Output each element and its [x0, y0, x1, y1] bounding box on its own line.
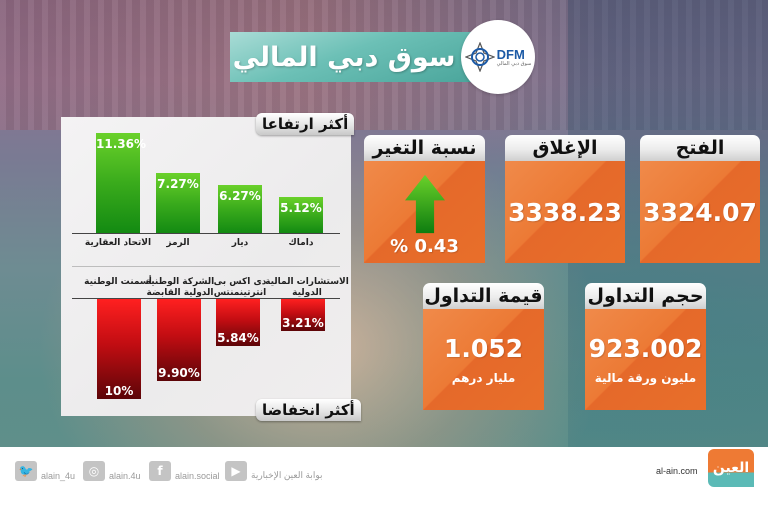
alain-logo: العين	[708, 449, 754, 487]
social-handle: بوابة العين الإخبارية	[251, 470, 323, 480]
volume-label: حجم التداول	[585, 283, 706, 309]
social-instagram[interactable]: ◎ alain.4u	[83, 461, 141, 481]
turnover-box: قيمة التداول 1.052 مليار درهم	[423, 283, 544, 410]
brand-text: العين	[712, 460, 750, 476]
loser-name: أسمنت الوطنية	[84, 277, 152, 287]
instagram-icon: ◎	[83, 461, 105, 481]
page-title: سوق دبي المالي	[232, 41, 456, 73]
gainer-bar-2: 7.27%	[156, 173, 200, 233]
social-handle: alain_4u	[41, 471, 76, 481]
footer: 🐦 alain_4u ◎ alain.4u f alain.social ▶ ب…	[0, 447, 768, 510]
twitter-icon: 🐦	[15, 461, 37, 481]
losers-axis	[72, 298, 340, 299]
gainer-name: ديار	[231, 238, 249, 248]
close-value: 3338.23	[508, 197, 622, 227]
dfm-abbr: DFM	[496, 46, 525, 62]
gainers-label: أكثر ارتفاعا	[256, 113, 355, 135]
open-value: 3324.07	[643, 197, 757, 227]
dfm-subtitle: سوق دبي المالي	[496, 60, 532, 67]
loser-bar-3: 5.84%	[216, 299, 260, 346]
loser-name: الشركة الوطنية الدولية القابضة	[145, 277, 215, 298]
close-box: الإغلاق 3338.23	[505, 135, 625, 263]
loser-bar-4: 3.21%	[281, 299, 325, 331]
social-youtube[interactable]: ▶ بوابة العين الإخبارية	[225, 461, 322, 481]
change-label: نسبة التغير	[364, 135, 485, 161]
gainer-name: الرمز	[166, 238, 190, 248]
loser-value: 3.21%	[282, 316, 324, 330]
loser-name: دى اكس بى انترتينمنتس	[213, 277, 267, 298]
loser-value: 5.84%	[217, 331, 259, 345]
dfm-emblem-icon	[464, 42, 495, 72]
site-url[interactable]: al-ain.com	[656, 466, 698, 476]
losers-label: أكثر انخفاضا	[256, 399, 361, 421]
open-label: الفتح	[640, 135, 760, 161]
gainer-name: داماك	[288, 238, 314, 248]
title-banner: سوق دبي المالي	[230, 32, 478, 82]
dfm-logo: DFM سوق دبي المالي	[461, 20, 535, 94]
social-handle: alain.social	[175, 471, 220, 481]
gainer-value: 11.36%	[96, 137, 146, 151]
loser-name: الاستشارات المالية الدولية	[265, 277, 349, 298]
social-facebook[interactable]: f alain.social	[149, 461, 220, 481]
gainer-bar-3: 6.27%	[218, 185, 262, 233]
social-twitter[interactable]: 🐦 alain_4u	[15, 461, 75, 481]
gainer-bar-4: 5.12%	[279, 197, 323, 233]
gainers-axis	[72, 233, 340, 234]
volume-unit: مليون ورقة مالية	[594, 371, 697, 385]
social-handle: alain.4u	[109, 471, 141, 481]
facebook-icon: f	[149, 461, 171, 481]
open-box: الفتح 3324.07	[640, 135, 760, 263]
change-value: % 0.43	[390, 236, 459, 257]
turnover-label: قيمة التداول	[423, 283, 544, 309]
youtube-icon: ▶	[225, 461, 247, 481]
gainer-bar-1: 11.36%	[96, 133, 146, 233]
divider	[72, 266, 340, 267]
loser-bar-2: 9.90%	[157, 299, 201, 381]
gainer-name: الاتحاد العقارية	[84, 238, 152, 248]
change-box: نسبة التغير % 0.43	[364, 135, 485, 263]
loser-value: 10%	[104, 384, 134, 398]
gainer-value: 7.27%	[157, 177, 199, 191]
turnover-unit: مليار درهم	[451, 371, 516, 385]
turnover-value: 1.052	[443, 334, 524, 363]
close-label: الإغلاق	[505, 135, 625, 161]
loser-bar-1: 10%	[97, 299, 141, 399]
up-arrow-icon	[404, 174, 445, 234]
volume-box: حجم التداول 923.002 مليون ورقة مالية	[585, 283, 706, 410]
gainer-value: 5.12%	[280, 201, 322, 215]
volume-value: 923.002	[588, 334, 703, 363]
loser-value: 9.90%	[158, 366, 200, 380]
gainer-value: 6.27%	[219, 189, 261, 203]
